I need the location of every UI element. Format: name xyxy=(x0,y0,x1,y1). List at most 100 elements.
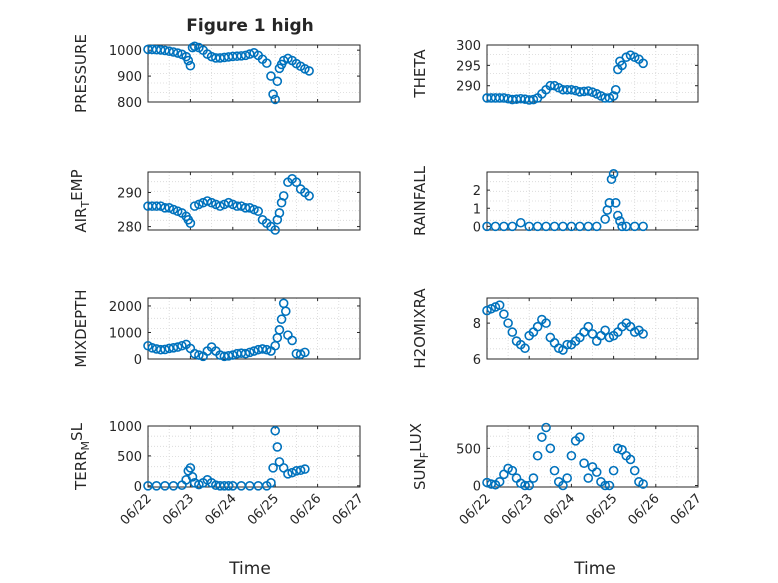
data-point xyxy=(604,480,615,491)
panel-pressure: 800 900 1000 PRESSURE xyxy=(72,34,361,113)
data-point xyxy=(638,58,648,69)
y-axis-label: RAINFALL xyxy=(411,165,429,236)
data-point xyxy=(194,199,204,210)
data-point xyxy=(164,203,174,213)
data-point xyxy=(608,91,619,101)
y-axis-label: SUNFLUX xyxy=(407,423,432,490)
data-point xyxy=(183,55,194,66)
data-point xyxy=(511,473,522,483)
data-point xyxy=(240,50,251,61)
data-point xyxy=(532,221,543,232)
data-point xyxy=(615,216,625,226)
data-point xyxy=(283,330,293,340)
data-point xyxy=(268,463,278,473)
data-point xyxy=(261,58,272,68)
data-point xyxy=(304,66,314,76)
data-point xyxy=(600,93,610,103)
data-point xyxy=(558,480,568,491)
data-point xyxy=(283,469,293,479)
x-tick-label: 06/26 xyxy=(626,491,663,528)
data-point xyxy=(579,327,589,337)
data-point xyxy=(172,342,183,352)
y-tick-label: 6 xyxy=(473,353,481,368)
data-point xyxy=(625,454,636,465)
data-point xyxy=(261,344,272,355)
data-point xyxy=(579,458,589,468)
data-point xyxy=(532,450,543,461)
data-point xyxy=(524,95,535,105)
y-tick-label: 0 xyxy=(134,480,142,495)
x-axis-label-right: Time xyxy=(573,559,616,579)
data-point xyxy=(558,221,568,232)
data-point xyxy=(617,221,627,232)
y-tick-label: 0 xyxy=(134,353,142,368)
data-point xyxy=(604,198,615,208)
data-point xyxy=(287,335,297,346)
panel-h2omixra: 6 8 H2OMIXRA xyxy=(411,288,699,369)
data-point xyxy=(253,206,264,217)
data-point xyxy=(549,221,560,232)
figure-title: Figure 1 high xyxy=(186,16,314,36)
x-tick-label: 06/23 xyxy=(499,491,536,528)
data-point xyxy=(187,472,198,482)
data-point xyxy=(272,332,283,343)
data-point xyxy=(291,177,302,188)
data-point xyxy=(528,94,539,105)
data-point xyxy=(507,327,518,337)
axes-box xyxy=(486,44,699,103)
data-point xyxy=(499,221,509,232)
y-tick-label: 8 xyxy=(473,317,481,332)
data-point xyxy=(278,298,289,309)
panel-air-temp: 280 290 AIRTEMP xyxy=(68,169,361,236)
data-point xyxy=(617,60,627,71)
data-point xyxy=(168,204,179,215)
data-point xyxy=(249,346,259,356)
data-point xyxy=(583,221,594,232)
data-point xyxy=(304,191,314,201)
data-point xyxy=(532,321,543,332)
y-tick-label: 500 xyxy=(456,442,481,457)
data-point xyxy=(244,203,255,213)
data-point xyxy=(638,479,648,489)
data-point xyxy=(549,338,560,348)
y-tick-label: 2 xyxy=(473,184,481,199)
y-tick-label: 1000 xyxy=(109,326,142,341)
y-tick-label: 300 xyxy=(456,39,481,54)
data-point xyxy=(591,467,602,477)
y-axis-label: H2OMIXRA xyxy=(411,288,429,369)
data-point xyxy=(507,465,518,476)
x-tick-label: 06/27 xyxy=(668,491,705,528)
data-point xyxy=(300,464,310,474)
y-tick-label: 290 xyxy=(456,80,481,95)
data-point xyxy=(274,325,285,335)
data-point xyxy=(168,481,179,491)
data-point xyxy=(164,46,174,57)
data-point xyxy=(272,442,283,452)
data-point xyxy=(486,479,497,489)
data-point xyxy=(494,476,505,487)
y-tick-label: 2000 xyxy=(109,300,142,315)
data-point xyxy=(270,225,281,235)
data-point xyxy=(160,481,170,491)
y-tick-label: 0 xyxy=(473,480,481,495)
data-point xyxy=(168,47,179,57)
data-point xyxy=(168,343,179,353)
y-axis-label: TERRMSL xyxy=(68,422,93,491)
x-tick-label: 06/25 xyxy=(245,491,282,528)
data-point xyxy=(545,80,556,91)
data-point xyxy=(189,201,200,211)
data-point xyxy=(499,309,509,319)
data-point xyxy=(177,480,187,491)
y-tick-label: 900 xyxy=(117,70,142,85)
data-point xyxy=(520,343,530,354)
axes-box xyxy=(147,297,361,360)
data-point xyxy=(566,84,577,95)
data-point xyxy=(270,340,281,351)
data-point xyxy=(596,330,606,341)
data-point xyxy=(189,348,200,359)
data-point xyxy=(240,348,251,359)
data-point xyxy=(172,48,183,58)
data-point xyxy=(177,340,187,351)
data-point xyxy=(613,443,623,454)
